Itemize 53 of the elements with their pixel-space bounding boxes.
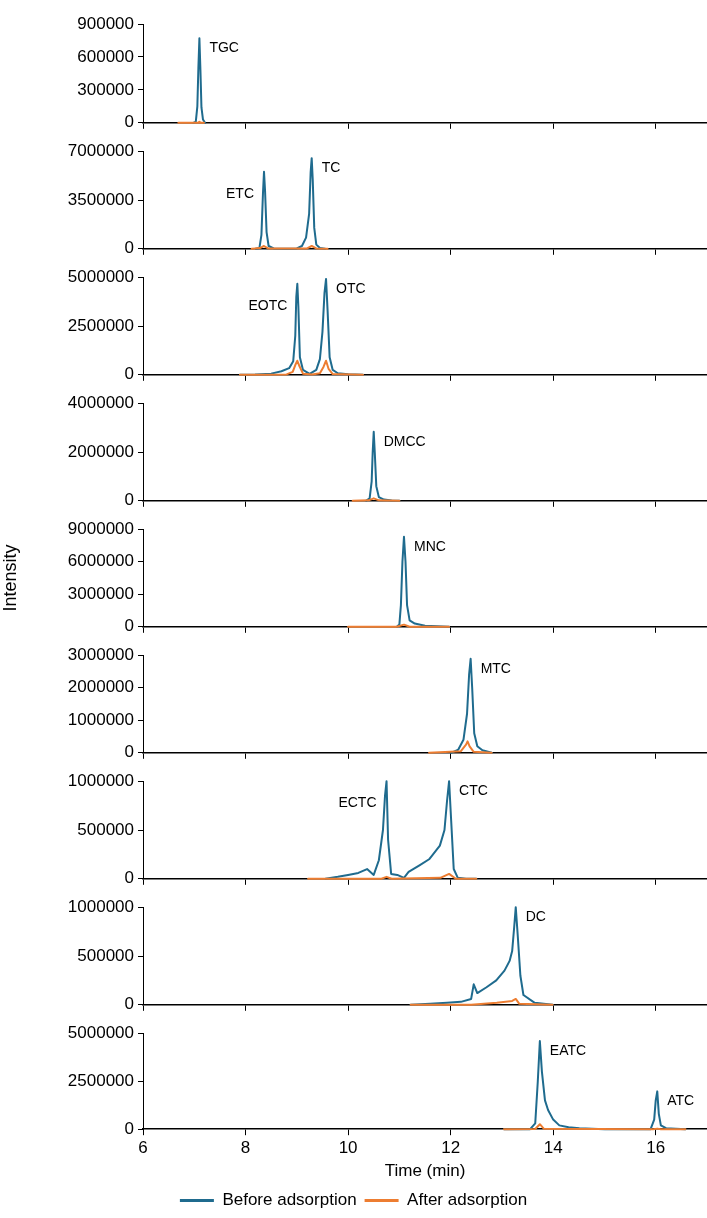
annotation: TGC <box>209 39 239 56</box>
annotation: TC <box>321 159 341 176</box>
y-tick-label: 900000 <box>77 13 134 33</box>
y-tick-label: 3000000 <box>67 583 134 603</box>
x-tick-label: 12 <box>441 1138 461 1158</box>
x-tick-label: 6 <box>138 1138 148 1158</box>
x-tick-label: 14 <box>543 1138 563 1158</box>
y-tick-label: 2000000 <box>67 441 134 461</box>
y-tick-label: 0 <box>124 742 134 762</box>
y-tick-label: 0 <box>124 994 134 1014</box>
y-tick-label: 9000000 <box>67 518 134 538</box>
annotation: ATC <box>667 1092 695 1109</box>
y-tick-label: 0 <box>124 238 134 258</box>
annotation: MNC <box>413 537 446 554</box>
x-tick-label: 16 <box>646 1138 666 1158</box>
y-tick-label: 3000000 <box>67 644 134 664</box>
y-tick-label: 0 <box>124 112 134 132</box>
x-tick-label: 10 <box>338 1138 358 1158</box>
y-tick-label: 5000000 <box>67 266 134 286</box>
annotation: MTC <box>480 659 511 676</box>
annotation: DC <box>525 908 546 925</box>
x-tick-label: 8 <box>240 1138 251 1158</box>
y-tick-label: 5000000 <box>67 1022 134 1042</box>
y-tick-label: 3500000 <box>67 189 134 209</box>
annotation: ETC <box>226 184 254 201</box>
y-tick-label: 0 <box>124 1118 134 1138</box>
x-axis-title: Time (min) <box>384 1161 466 1181</box>
y-tick-label: 500000 <box>77 945 134 965</box>
y-axis-title: Intensity <box>0 544 20 612</box>
y-tick-label: 0 <box>124 616 134 636</box>
y-tick-label: 2000000 <box>67 677 134 697</box>
annotation: CTC <box>459 782 488 799</box>
y-tick-label: 4000000 <box>67 392 134 412</box>
y-tick-label: 0 <box>124 364 134 384</box>
y-tick-label: 7000000 <box>67 140 134 160</box>
y-tick-label: 1000000 <box>67 770 134 790</box>
y-tick-label: 0 <box>124 490 134 510</box>
y-tick-label: 0 <box>124 868 134 888</box>
y-tick-label: 300000 <box>77 79 134 99</box>
y-tick-label: 2500000 <box>67 1070 134 1090</box>
y-tick-label: 1000000 <box>67 709 134 729</box>
y-tick-label: 1000000 <box>67 896 134 916</box>
annotation: EOTC <box>248 296 288 313</box>
y-tick-label: 2500000 <box>67 315 134 335</box>
y-tick-label: 6000000 <box>67 551 134 571</box>
annotation: DMCC <box>383 432 426 449</box>
annotation: EATC <box>549 1041 587 1058</box>
legend-label: Before adsorption <box>222 1190 357 1210</box>
legend-label: After adsorption <box>407 1190 528 1210</box>
annotation: ECTC <box>338 794 377 811</box>
annotation: OTC <box>336 279 366 296</box>
y-tick-label: 600000 <box>77 46 134 66</box>
y-tick-label: 500000 <box>77 819 134 839</box>
